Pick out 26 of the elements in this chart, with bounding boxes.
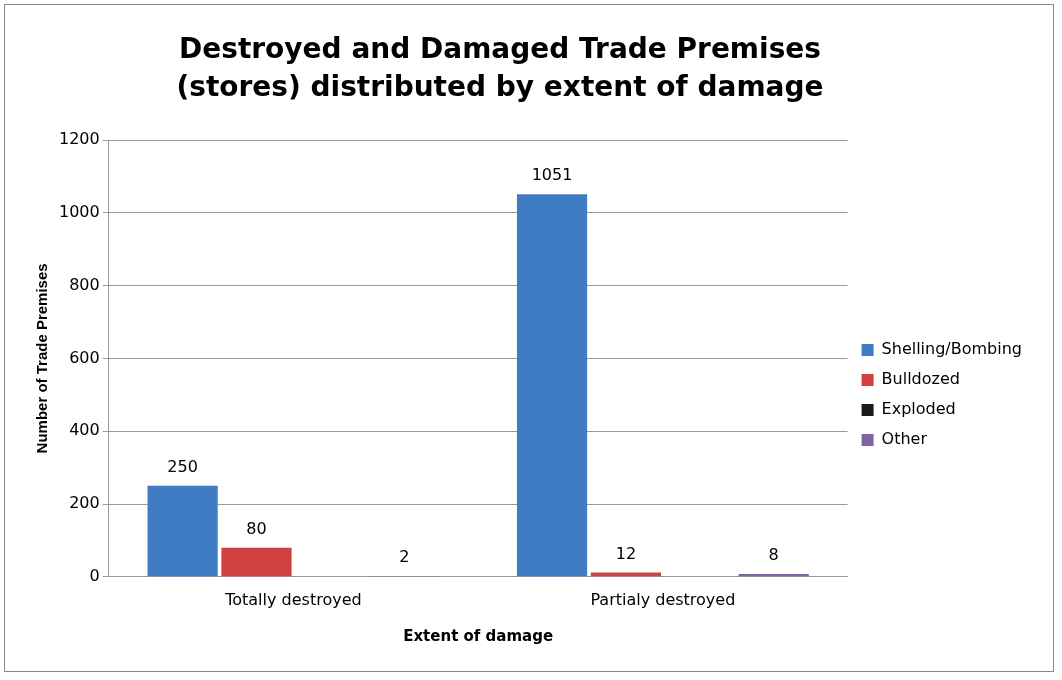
x-axis-title: Extent of damage: [403, 626, 554, 645]
y-tick-label: 0: [89, 565, 100, 585]
legend-label: Bulldozed: [881, 369, 960, 389]
y-tick-label: 1000: [59, 201, 100, 221]
y-tick-label: 1200: [59, 129, 100, 149]
data-label: 1051: [531, 165, 573, 185]
y-tick-label: 600: [69, 347, 100, 367]
bar: [590, 572, 662, 577]
chart-title: Destroyed and Damaged Trade Premises (stores) distributed by extent of damage: [175, 31, 825, 105]
data-label: 250: [167, 456, 198, 476]
data-label: 8: [768, 545, 779, 565]
x-tick-label: Totally destroyed: [224, 589, 362, 609]
data-label: 12: [615, 543, 637, 563]
data-label: 2: [399, 547, 410, 567]
x-tick-label: Partialy destroyed: [590, 589, 736, 609]
bar: [516, 194, 588, 577]
y-tick-label: 200: [69, 493, 100, 513]
y-tick-label: 400: [69, 420, 100, 440]
y-tick-label: 800: [69, 274, 100, 294]
bar: [221, 547, 292, 577]
bar: [147, 485, 218, 577]
legend-label: Other: [881, 429, 928, 449]
y-axis-title: Number of Trade Premises: [33, 263, 51, 454]
legend-label: Exploded: [881, 399, 956, 419]
legend-label: Shelling/Bombing: [881, 339, 1023, 359]
data-label: 80: [246, 518, 267, 538]
